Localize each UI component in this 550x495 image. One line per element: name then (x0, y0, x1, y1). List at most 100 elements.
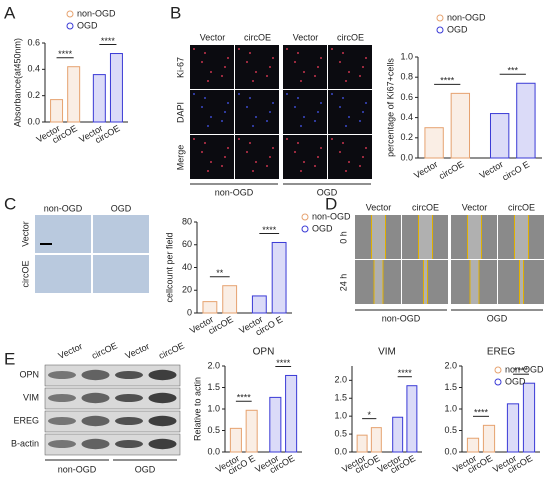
band (148, 415, 177, 427)
legend-marker (494, 378, 502, 386)
label: Vector (462, 202, 488, 212)
speck (342, 142, 344, 144)
bar (229, 427, 242, 453)
x-tick-label: circOE (437, 159, 465, 181)
speck (193, 48, 195, 50)
band (148, 438, 177, 450)
y-tick-label: 60 (182, 239, 192, 249)
speck (272, 102, 274, 104)
significance: **** (514, 366, 529, 376)
speck (300, 125, 302, 127)
speck (210, 71, 212, 73)
speck (193, 138, 195, 140)
speck (348, 116, 350, 118)
band (81, 438, 110, 450)
bar (50, 99, 64, 123)
speck (317, 111, 319, 113)
speck (227, 147, 229, 149)
speck (193, 93, 195, 95)
blot (44, 433, 181, 456)
y-tick-label: 40 (182, 262, 192, 272)
y-tick-label: 2.0 (207, 360, 220, 370)
micrograph (283, 45, 327, 89)
speck (252, 80, 254, 82)
legend-label: OGD (312, 223, 333, 233)
legend-marker (66, 10, 74, 18)
label: circOE (20, 261, 30, 288)
bar (466, 437, 480, 453)
label: non-OGD (215, 187, 254, 197)
x-tick-label: Vector (412, 159, 439, 180)
band (81, 369, 110, 381)
bar (516, 82, 536, 159)
blot (44, 410, 181, 433)
x-tick-label: circO E (501, 159, 532, 182)
speck (249, 142, 251, 144)
label: circOE (244, 32, 271, 42)
panel-letter: B (170, 3, 181, 22)
label: Vector (293, 32, 319, 42)
significance: **** (440, 76, 455, 86)
speck (314, 165, 316, 167)
scratch-gap (423, 260, 428, 304)
significance: **** (398, 368, 413, 378)
micrograph (235, 45, 279, 89)
bar (450, 92, 471, 159)
speck (314, 75, 316, 77)
micrograph (190, 135, 234, 179)
speck (201, 61, 203, 63)
speck (362, 111, 364, 113)
y-tick-label: 2.0 (444, 360, 457, 370)
legend-marker (66, 22, 74, 30)
speck (238, 93, 240, 95)
y-tick-label: 2.0 (334, 375, 347, 385)
speck (300, 170, 302, 172)
y-tick-label: 0.5 (334, 428, 347, 438)
speck (348, 161, 350, 163)
speck (266, 165, 268, 167)
significance: ** (216, 268, 224, 278)
speck (331, 48, 333, 50)
speck (269, 111, 271, 113)
legend-label: non-OGD (312, 211, 351, 221)
label: Ki-67 (175, 57, 185, 78)
speck (249, 52, 251, 54)
label: circOE (90, 340, 119, 360)
label: Vector (20, 221, 30, 247)
speck (249, 97, 251, 99)
speck (269, 156, 271, 158)
scratch-gap (371, 215, 386, 259)
speck (207, 80, 209, 82)
speck (266, 120, 268, 122)
bar (489, 113, 510, 159)
significance: **** (101, 36, 116, 46)
label: non-OGD (58, 464, 97, 474)
y-tick-label: 0.5 (444, 425, 457, 435)
bar (285, 374, 298, 453)
label: 0 h (338, 231, 348, 244)
bar (92, 74, 106, 123)
speck (207, 170, 209, 172)
x-tick-label: Vector (478, 159, 505, 180)
band (115, 440, 143, 448)
legend-marker (494, 366, 502, 374)
bar (269, 396, 282, 453)
panel-letter: A (4, 3, 16, 22)
speck (303, 116, 305, 118)
significance: **** (237, 393, 252, 403)
legend-label: OGD (447, 24, 468, 34)
label: OGD (111, 203, 132, 213)
y-tick-label: 20 (182, 285, 192, 295)
label: DAPI (175, 102, 185, 123)
legend-label: non-OGD (505, 364, 544, 374)
significance: * (367, 410, 371, 420)
speck (303, 71, 305, 73)
label: B-actin (11, 438, 39, 448)
speck (317, 66, 319, 68)
speck (207, 125, 209, 127)
legend-marker (301, 213, 309, 221)
band (115, 394, 143, 402)
speck (359, 75, 361, 77)
speck (314, 120, 316, 122)
significance: **** (474, 408, 489, 418)
